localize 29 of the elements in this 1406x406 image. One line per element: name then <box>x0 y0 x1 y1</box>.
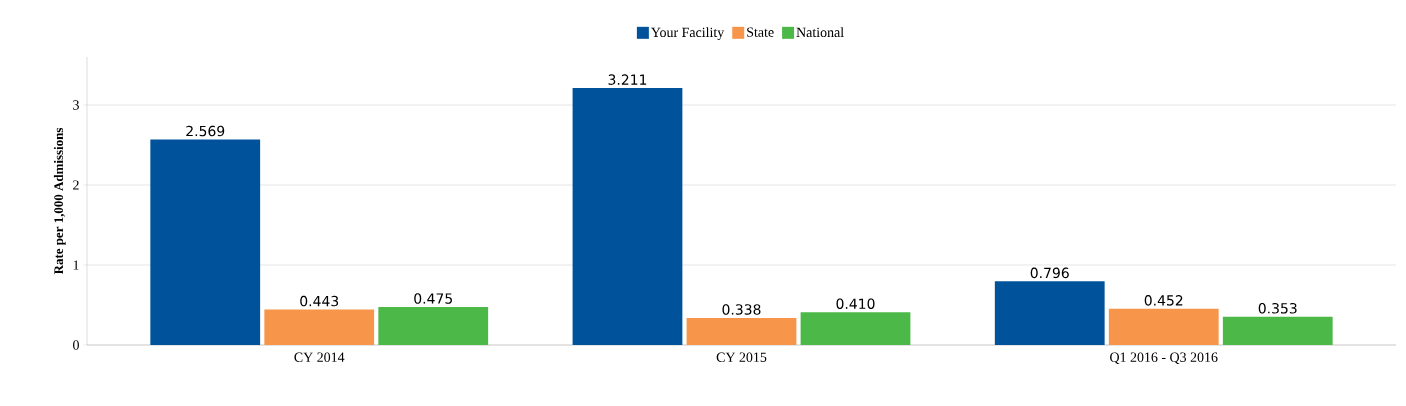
y-tick-label: 2 <box>73 180 79 190</box>
data-label: 0.410 <box>836 298 875 310</box>
x-tick-label: CY 2015 <box>716 352 767 362</box>
legend-label: Your Facility <box>651 27 725 40</box>
x-tick-label: Q1 2016 - Q3 2016 <box>1110 352 1218 365</box>
bar <box>264 309 375 345</box>
legend-label: State <box>747 27 774 37</box>
data-label: 0.475 <box>414 293 452 304</box>
y-tick-label: 0 <box>73 340 79 350</box>
data-label: 0.452 <box>1144 295 1183 306</box>
bar <box>1108 308 1219 345</box>
bar <box>800 312 911 345</box>
data-label: 0.443 <box>300 295 339 307</box>
data-label: 2.569 <box>186 125 225 137</box>
bar <box>1222 316 1333 345</box>
y-tick-label: 3 <box>73 100 79 110</box>
data-label: 0.796 <box>1030 267 1069 279</box>
bar <box>686 317 797 345</box>
y-tick-label: 1 <box>73 260 79 270</box>
data-label: 3.211 <box>608 74 647 85</box>
bar <box>572 88 683 345</box>
legend-label: National <box>796 27 844 38</box>
y-axis-title: Rate per 1,000 Admissions <box>53 127 66 275</box>
x-tick-label: CY 2014 <box>294 352 345 362</box>
bar <box>378 307 489 345</box>
bar <box>994 281 1105 345</box>
data-label: 0.353 <box>1258 303 1297 314</box>
data-label: 0.338 <box>722 304 761 315</box>
bar <box>150 139 261 345</box>
